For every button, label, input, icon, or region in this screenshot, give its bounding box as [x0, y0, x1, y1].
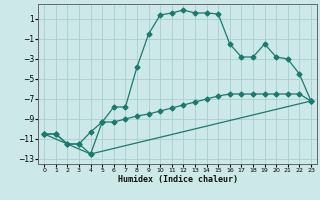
- X-axis label: Humidex (Indice chaleur): Humidex (Indice chaleur): [118, 175, 238, 184]
